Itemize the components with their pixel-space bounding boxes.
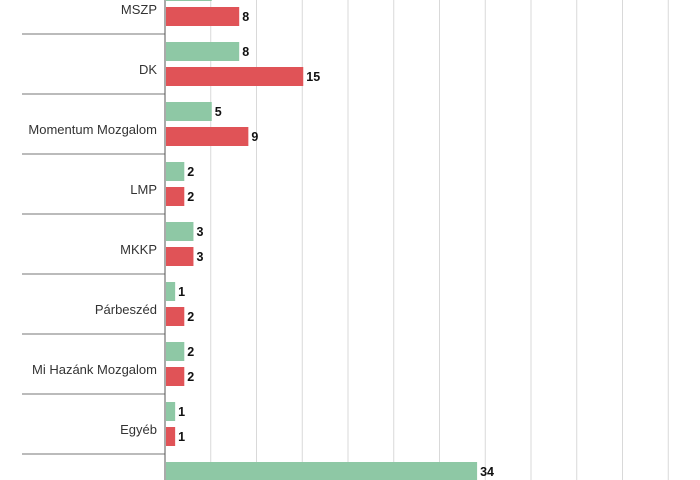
bar-value-label: 15 (306, 70, 320, 84)
bar (166, 282, 176, 301)
category-label: Momentum Mozgalom (28, 122, 157, 137)
bar-value-label: 2 (187, 165, 194, 179)
bar (166, 0, 212, 1)
bar-value-label: 2 (187, 310, 194, 324)
category-label: MSZP (121, 2, 157, 17)
category-label: LMP (130, 182, 157, 197)
bar (166, 402, 176, 421)
category-label: Egyéb (120, 422, 157, 437)
category-label: MKKP (120, 242, 157, 257)
bar-value-label: 3 (196, 250, 203, 264)
bar-value-label: 8 (242, 45, 249, 59)
category-label: Mi Hazánk Mozgalom (32, 362, 157, 377)
bar (166, 247, 194, 266)
bar (166, 307, 185, 326)
bar-value-label: 2 (187, 370, 194, 384)
bar-value-label: 5 (215, 105, 222, 119)
bar (166, 102, 212, 121)
bar (166, 127, 249, 146)
bar-value-label: 1 (178, 430, 185, 444)
bar-value-label: 2 (187, 345, 194, 359)
bar-value-label: 8 (242, 10, 249, 24)
category-label: Párbeszéd (95, 302, 157, 317)
bar-value-label: 34 (480, 465, 494, 479)
bar (166, 7, 240, 26)
bar (166, 42, 240, 61)
bar (166, 462, 478, 480)
category-separators (22, 33, 165, 455)
bar (166, 367, 185, 386)
bar (166, 427, 176, 446)
bar (166, 67, 304, 86)
bar-value-label: 2 (187, 190, 194, 204)
category-label: DK (139, 62, 157, 77)
bar-value-label: 9 (251, 130, 258, 144)
bar-value-label: 1 (178, 405, 185, 419)
bar-value-label: 1 (178, 285, 185, 299)
bar-value-label: 3 (196, 225, 203, 239)
bar (166, 187, 185, 206)
bar (166, 162, 185, 181)
bar (166, 342, 185, 361)
bar (166, 222, 194, 241)
